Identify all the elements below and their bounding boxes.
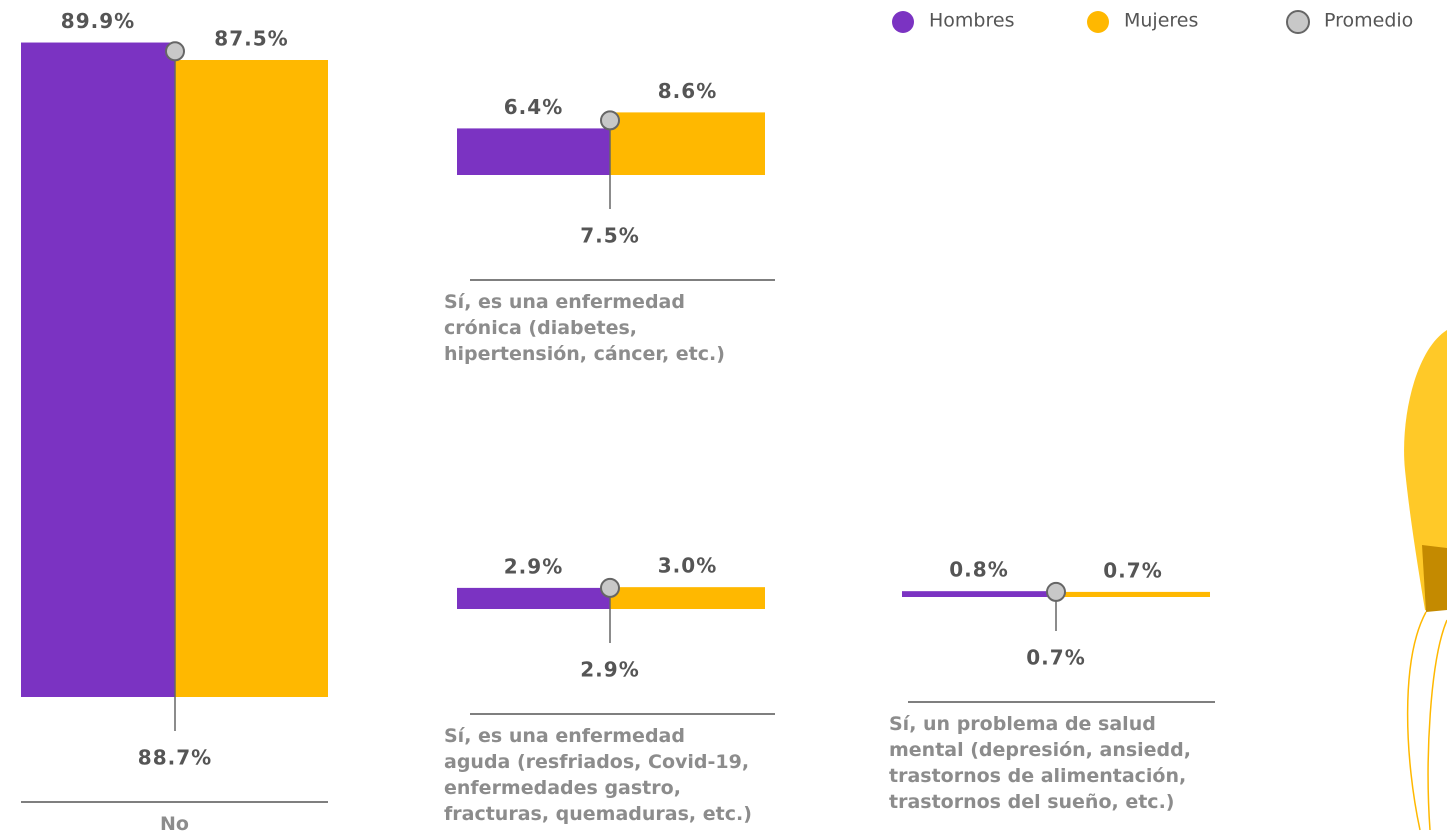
- value-label: 6.4%: [504, 95, 563, 119]
- bar: [175, 60, 328, 697]
- page: 89.9% 87.5% 88.7% 6.4% 8.6% 7.5% 2.9% 3.0% 2.9% 0…: [0, 0, 1447, 840]
- average-marker: [1047, 583, 1065, 601]
- category-label: Sí, es una enfermedad aguda (resfriados,…: [444, 723, 752, 827]
- category-label: Sí, es una enfermedad crónica (diabetes,…: [444, 289, 725, 367]
- bar: [610, 587, 765, 609]
- value-label: 0.8%: [949, 558, 1008, 582]
- chart: 89.9% 87.5% 88.7% 6.4% 8.6% 7.5% 2.9% 3.0% 2.9% 0…: [0, 0, 1447, 840]
- average-marker: [601, 579, 619, 597]
- category-label: No: [21, 811, 328, 837]
- bar: [457, 128, 610, 175]
- bar: [457, 588, 610, 609]
- legend-marker: [1287, 11, 1309, 33]
- average-label: 88.7%: [138, 746, 212, 770]
- bar: [902, 591, 1056, 597]
- value-label: 3.0%: [658, 554, 717, 578]
- value-label: 2.9%: [504, 554, 563, 578]
- legend-marker: [892, 11, 914, 33]
- average-label: 7.5%: [580, 224, 639, 248]
- value-label: 89.9%: [61, 9, 135, 33]
- value-label: 0.7%: [1103, 558, 1162, 582]
- average-label: 0.7%: [1026, 646, 1085, 670]
- value-label: 87.5%: [214, 27, 288, 51]
- average-marker: [601, 111, 619, 129]
- balloon-decoration: [1404, 330, 1447, 830]
- bar: [21, 43, 175, 697]
- bar: [1056, 592, 1210, 597]
- bar: [610, 112, 765, 175]
- legend-marker: [1087, 11, 1109, 33]
- value-label: 8.6%: [658, 79, 717, 103]
- legend-label: Hombres: [929, 10, 1014, 32]
- category-label: Sí, un problema de salud mental (depresi…: [889, 711, 1191, 815]
- legend-label: Mujeres: [1124, 10, 1198, 32]
- legend-label: Promedio: [1324, 10, 1413, 32]
- average-label: 2.9%: [580, 658, 639, 682]
- average-marker: [166, 42, 184, 60]
